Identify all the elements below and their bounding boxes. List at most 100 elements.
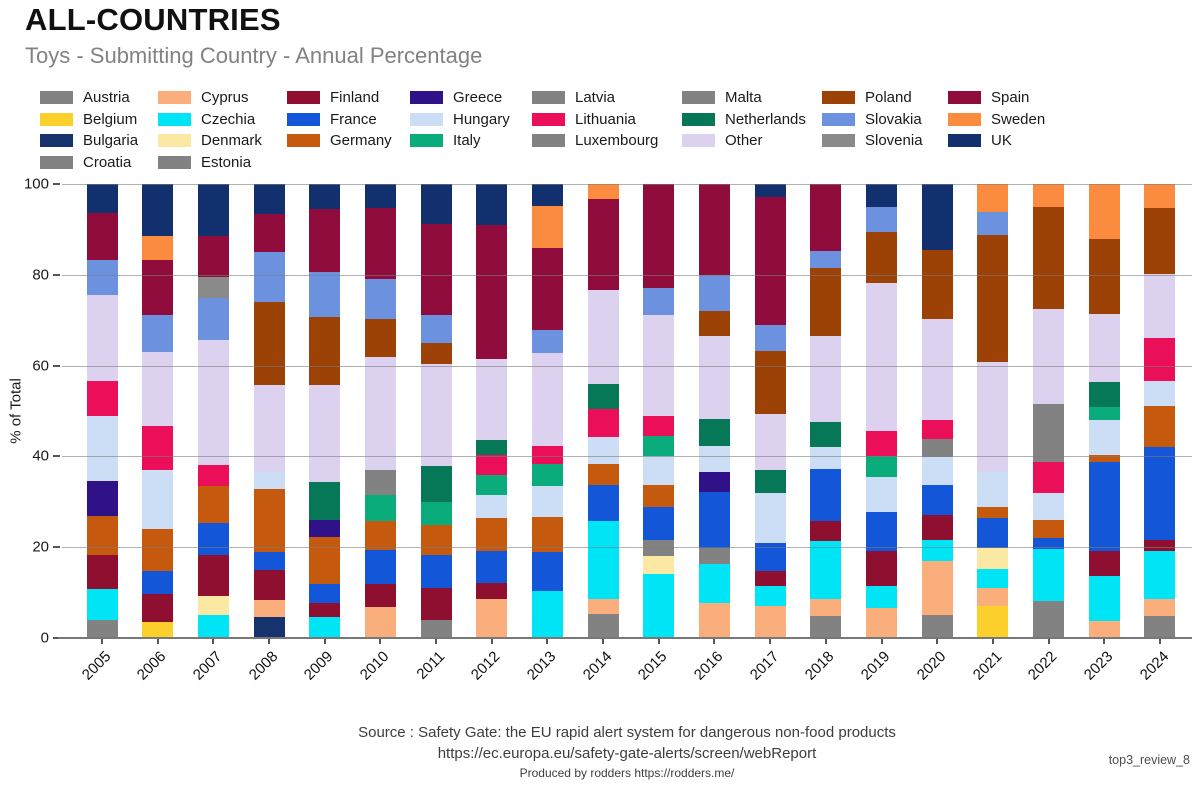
bar-segment-2022-austria	[1033, 600, 1065, 638]
bar-segment-2014-czechia	[587, 521, 619, 600]
legend-column: Greece Hungary Italy	[410, 90, 510, 156]
legend-item-bulgaria: Bulgaria	[40, 132, 139, 149]
bar-segment-2023-other	[1088, 314, 1120, 382]
bar-segment-2007-lithuania	[197, 465, 229, 486]
bar-segment-2005-spain	[86, 213, 118, 261]
legend-label: Bulgaria	[83, 132, 139, 149]
bar-segment-2020-czechia	[921, 539, 953, 561]
bar-segment-2022-germany	[1033, 519, 1065, 539]
bar-segment-2021-sweden	[977, 184, 1009, 213]
legend: Austria Belgium Bulgaria Croatia Cyprus Czech…	[0, 89, 1200, 173]
bar-segment-2010-france	[364, 550, 396, 584]
bar-segment-2009-greece	[309, 520, 341, 537]
bar-segment-2016-czechia	[698, 564, 730, 603]
bar-segment-2009-slovakia	[309, 271, 341, 317]
bar-segment-2012-spain	[476, 225, 508, 359]
bar-2012	[476, 184, 508, 638]
x-tick-label-2022: 2022	[1024, 648, 1061, 684]
bar-segment-2024-cyprus	[1144, 599, 1176, 616]
legend-label: Netherlands	[725, 110, 806, 128]
bar-segment-2013-other	[531, 353, 563, 447]
bar-segment-2019-cyprus	[866, 607, 898, 638]
bar-2010	[364, 184, 396, 638]
bar-segment-2016-cyprus	[698, 602, 730, 638]
bar-segment-2018-cyprus	[810, 599, 842, 616]
legend-item-netherlands: Netherlands	[682, 110, 806, 128]
bar-segment-2022-poland	[1033, 206, 1065, 310]
legend-label: Hungary	[453, 110, 510, 128]
bar-segment-2011-germany	[420, 524, 452, 555]
bar-segment-2016-greece	[698, 471, 730, 492]
bar-segment-2019-italy	[866, 455, 898, 477]
bar-segment-2024-austria	[1144, 615, 1176, 638]
bar-segment-2017-cyprus	[754, 605, 786, 638]
bar-segment-2010-slovakia	[364, 278, 396, 319]
legend-swatch-malta	[682, 91, 715, 104]
x-tick-mark	[1158, 639, 1161, 644]
bar-segment-2016-poland	[698, 311, 730, 337]
bar-segment-2016-france	[698, 491, 730, 549]
bar-segment-2018-france	[810, 468, 842, 522]
x-tick-label-2011: 2011	[413, 648, 449, 683]
x-tick-mark	[657, 639, 660, 644]
x-tick-mark	[435, 639, 438, 644]
bar-segment-2021-czechia	[977, 569, 1009, 588]
bar-segment-2017-other	[754, 414, 786, 471]
bar-2019	[866, 184, 898, 638]
legend-item-cyprus: Cyprus	[158, 90, 262, 105]
bar-segment-2019-uk	[866, 184, 898, 208]
bar-segment-2017-slovakia	[754, 324, 786, 352]
legend-label: Sweden	[991, 110, 1046, 128]
legend-item-czechia: Czechia	[158, 112, 262, 127]
bar-2022	[1033, 184, 1065, 638]
y-tick-label-20: 20	[32, 538, 49, 556]
bar-segment-2023-finland	[1088, 551, 1120, 577]
bar-2013	[531, 184, 563, 638]
legend-item-greece: Greece	[410, 90, 510, 105]
y-tick-mark	[53, 637, 60, 639]
bar-segment-2007-czechia	[197, 614, 229, 638]
bar-segment-2005-austria	[86, 619, 118, 638]
bar-segment-2017-hungary	[754, 493, 786, 544]
bar-segment-2017-netherlands	[754, 470, 786, 494]
bar-segment-2024-sweden	[1144, 184, 1176, 209]
legend-swatch-belgium	[40, 112, 73, 126]
bar-segment-2017-spain	[754, 197, 786, 325]
bar-segment-2020-finland	[921, 514, 953, 540]
x-tick-label-2020: 2020	[913, 648, 950, 684]
bar-segment-2007-uk	[197, 184, 229, 236]
bar-segment-2012-france	[476, 551, 508, 583]
bar-segment-2009-poland	[309, 316, 341, 385]
x-tick-label-2005: 2005	[78, 648, 115, 684]
bar-segment-2008-france	[253, 551, 285, 570]
bar-segment-2020-latvia	[921, 438, 953, 457]
legend-label: Finland	[330, 89, 380, 106]
bar-segment-2023-cyprus	[1088, 620, 1120, 638]
bar-segment-2014-netherlands	[587, 384, 619, 410]
bar-segment-2024-france	[1144, 446, 1176, 540]
bar-segment-2018-slovakia	[810, 251, 842, 269]
x-tick-mark	[379, 639, 382, 644]
bar-segment-2011-finland	[420, 588, 452, 620]
bar-segment-2015-lithuania	[643, 415, 675, 436]
bar-segment-2007-slovakia	[197, 297, 229, 340]
bar-segment-2023-sweden	[1088, 184, 1120, 239]
bar-segment-2013-lithuania	[531, 446, 563, 465]
legend-swatch-italy	[410, 134, 443, 147]
x-tick-label-2017: 2017	[746, 648, 783, 684]
legend-column: Austria Belgium Bulgaria Croatia	[40, 90, 139, 177]
legend-label: France	[330, 110, 377, 128]
bar-segment-2021-poland	[977, 235, 1009, 363]
bar-segment-2020-austria	[921, 615, 953, 638]
y-tick-label-80: 80	[32, 266, 49, 284]
bar-segment-2008-poland	[253, 301, 285, 385]
grid-line-40	[62, 456, 1192, 458]
bar-segment-2014-other	[587, 289, 619, 385]
bar-segment-2008-finland	[253, 569, 285, 600]
bar-segment-2007-denmark	[197, 595, 229, 615]
legend-swatch-germany	[287, 134, 320, 147]
bar-segment-2022-france	[1033, 538, 1065, 550]
bar-2023	[1088, 184, 1120, 638]
bar-segment-2021-germany	[977, 506, 1009, 519]
x-tick-mark	[936, 639, 939, 644]
